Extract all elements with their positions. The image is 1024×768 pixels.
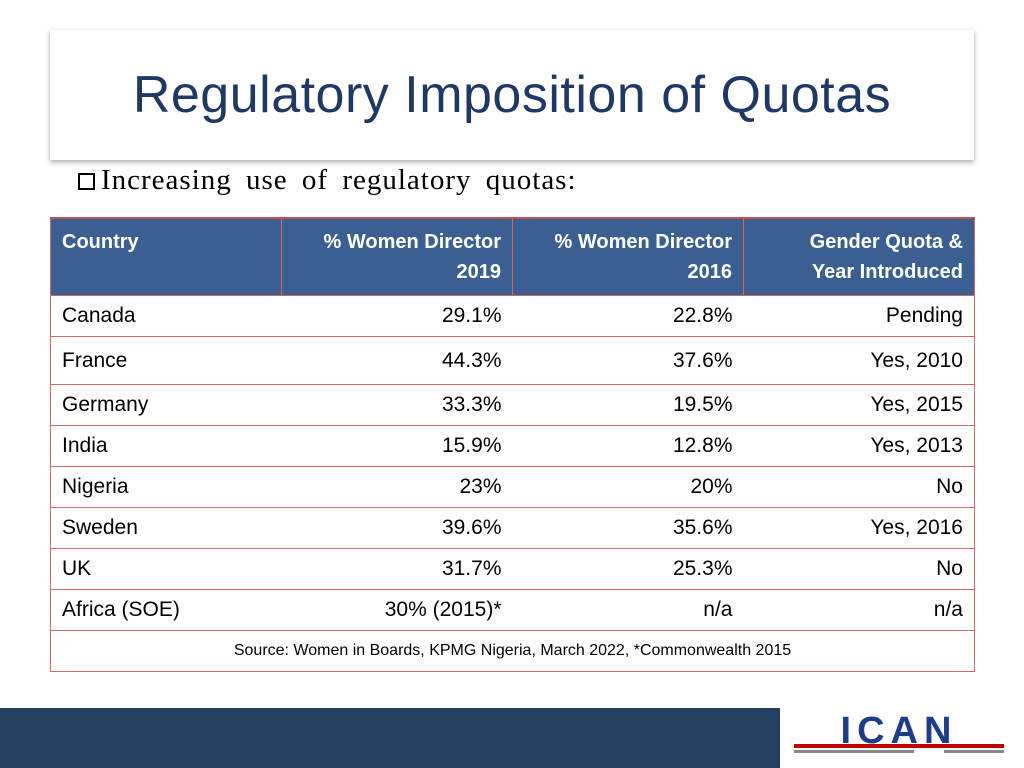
ican-logo: ICAN xyxy=(784,708,1024,768)
cell-2019: 44.3% xyxy=(281,336,513,385)
cell-quota: n/a xyxy=(743,589,975,631)
cell-2019: 33.3% xyxy=(281,384,513,426)
cell-2016: 37.6% xyxy=(512,336,744,385)
slide-title: Regulatory Imposition of Quotas xyxy=(132,66,892,124)
footer-bar xyxy=(0,708,780,768)
cell-2016: n/a xyxy=(512,589,744,631)
cell-country: Africa (SOE) xyxy=(50,589,282,631)
header-women-2019: % Women Director 2019 xyxy=(281,218,513,296)
header-women-2016-line1: % Women Director xyxy=(554,231,732,253)
checkbox-bullet-icon xyxy=(78,172,95,190)
logo-divider xyxy=(794,744,1004,748)
title-box: Regulatory Imposition of Quotas xyxy=(50,30,974,160)
cell-2016: 19.5% xyxy=(512,384,744,426)
source-note: Source: Women in Boards, KPMG Nigeria, M… xyxy=(50,630,975,672)
header-women-2019-line1: % Women Director xyxy=(323,231,501,253)
cell-country: Nigeria xyxy=(50,466,282,508)
cell-2019: 15.9% xyxy=(281,425,513,467)
header-gender-quota-line2: Year Introduced xyxy=(811,261,963,283)
cell-country: UK xyxy=(50,548,282,590)
table-row: Africa (SOE) 30% (2015)* n/a n/a xyxy=(50,589,975,631)
cell-country: France xyxy=(50,336,282,385)
header-gender-quota-line1: Gender Quota & xyxy=(809,231,963,253)
bullet-line: Increasing use of regulatory quotas: xyxy=(78,160,577,200)
cell-quota: Pending xyxy=(743,295,975,337)
logo-text: ICAN xyxy=(840,710,958,752)
table-row: Canada 29.1% 22.8% Pending xyxy=(50,295,975,337)
logo-tagline-graphic xyxy=(794,750,1004,756)
cell-quota: Yes, 2015 xyxy=(743,384,975,426)
cell-country: India xyxy=(50,425,282,467)
table-header-row: Country % Women Director 2019 % Women Di… xyxy=(50,218,975,296)
cell-2016: 20% xyxy=(512,466,744,508)
cell-2019: 39.6% xyxy=(281,507,513,549)
cell-2019: 30% (2015)* xyxy=(281,589,513,631)
table-row: France 44.3% 37.6% Yes, 2010 xyxy=(50,336,975,385)
table-row: Germany 33.3% 19.5% Yes, 2015 xyxy=(50,384,975,426)
header-country: Country xyxy=(50,218,282,296)
cell-quota: Yes, 2016 xyxy=(743,507,975,549)
table-row: Sweden 39.6% 35.6% Yes, 2016 xyxy=(50,507,975,549)
cell-quota: No xyxy=(743,548,975,590)
cell-2016: 35.6% xyxy=(512,507,744,549)
cell-2019: 31.7% xyxy=(281,548,513,590)
source-row: Source: Women in Boards, KPMG Nigeria, M… xyxy=(50,630,975,672)
quota-table: Country % Women Director 2019 % Women Di… xyxy=(50,217,975,672)
header-women-2016-line2: 2016 xyxy=(687,261,733,283)
cell-2016: 22.8% xyxy=(512,295,744,337)
cell-2016: 12.8% xyxy=(512,425,744,467)
cell-2019: 23% xyxy=(281,466,513,508)
header-gender-quota: Gender Quota & Year Introduced xyxy=(743,218,975,296)
cell-country: Canada xyxy=(50,295,282,337)
bullet-text: Increasing use of regulatory quotas: xyxy=(101,163,577,196)
cell-quota: No xyxy=(743,466,975,508)
cell-quota: Yes, 2013 xyxy=(743,425,975,467)
cell-2016: 25.3% xyxy=(512,548,744,590)
table-row: Nigeria 23% 20% No xyxy=(50,466,975,508)
table-row: India 15.9% 12.8% Yes, 2013 xyxy=(50,425,975,467)
header-country-label: Country xyxy=(62,231,139,253)
cell-quota: Yes, 2010 xyxy=(743,336,975,385)
table-row: UK 31.7% 25.3% No xyxy=(50,548,975,590)
header-women-2019-line2: 2019 xyxy=(456,261,502,283)
cell-country: Sweden xyxy=(50,507,282,549)
cell-country: Germany xyxy=(50,384,282,426)
header-women-2016: % Women Director 2016 xyxy=(512,218,744,296)
cell-2019: 29.1% xyxy=(281,295,513,337)
